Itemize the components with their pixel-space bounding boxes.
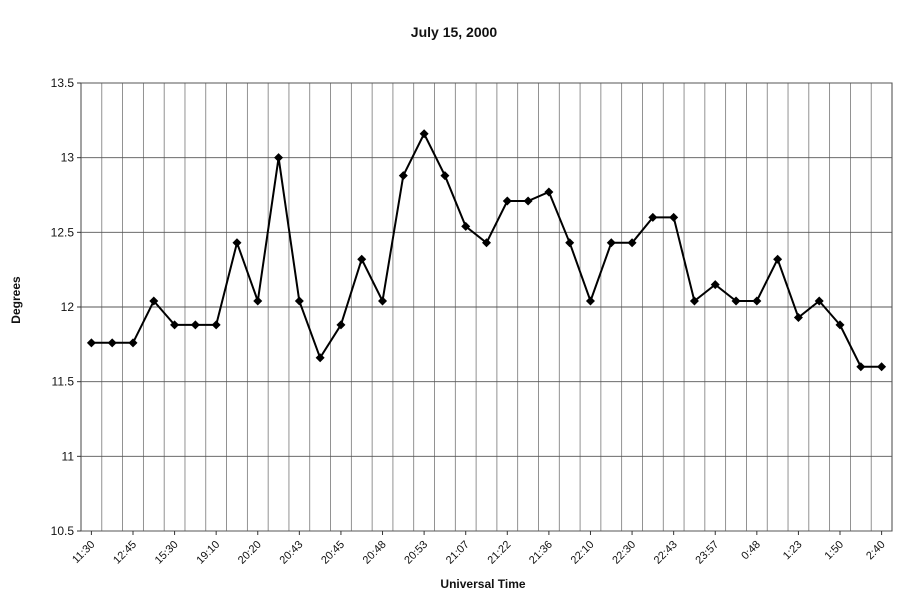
y-tick-label: 11 [62,449,75,463]
x-tick-label: 15:30 [153,539,181,567]
x-tick-label: 19:10 [194,539,222,567]
data-point [107,338,117,348]
x-axis-label: Universal Time [440,577,526,591]
data-point [294,296,304,306]
data-point [835,320,845,330]
data-point [669,212,679,222]
x-tick-label: 21:22 [485,539,513,567]
data-point [710,280,720,290]
data-point [149,296,159,306]
x-tick-label: 2:40 [864,539,888,563]
data-point [502,196,512,206]
x-tick-label: 23:57 [693,539,721,567]
x-tick-label: 11:30 [70,539,97,566]
data-point [523,196,533,206]
data-point [773,254,783,264]
data-point [211,320,221,330]
data-point [856,362,866,372]
data-point [86,338,96,348]
y-tick-label: 10.5 [51,524,75,538]
x-tick-label: 20:20 [236,539,264,567]
x-tick-label: 20:45 [319,539,347,567]
data-point [315,353,325,363]
data-point [585,296,595,306]
data-point [793,312,803,322]
data-point [128,338,138,348]
x-tick-label: 1:23 [781,539,805,563]
data-point [648,212,658,222]
data-point [461,221,471,231]
x-tick-label: 22:43 [652,539,680,567]
data-point [544,187,554,197]
data-point [274,153,284,163]
data-point [170,320,180,330]
data-point [440,171,450,181]
data-point [357,254,367,264]
data-point [482,238,491,248]
data-point [689,296,699,306]
data-point [606,238,616,248]
x-tick-label: 20:43 [278,539,306,567]
data-point [419,129,429,139]
x-tick-label: 21:07 [444,539,472,567]
x-tick-label: 20:53 [402,539,430,567]
data-point [190,320,200,330]
y-tick-label: 13 [61,151,75,165]
x-tick-label: 12:45 [111,539,139,567]
data-point [398,171,408,181]
y-tick-label: 13.5 [51,76,75,90]
y-tick-label: 11.5 [52,375,75,389]
data-point [253,296,263,306]
data-point [752,296,762,306]
y-tick-label: 12.5 [51,225,75,239]
chart-title: July 15, 2000 [410,24,498,40]
x-tick-label: 1:50 [823,539,847,563]
data-point [627,238,637,248]
y-tick-label: 12 [61,300,75,314]
x-tick-label: 22:10 [569,539,597,567]
data-point [814,296,824,306]
x-tick-label: 20:48 [361,539,389,567]
data-point [877,362,887,372]
data-point [731,296,741,306]
x-tick-label: 21:36 [527,539,555,567]
x-tick-label: 0:48 [739,539,763,563]
data-point [378,296,388,306]
data-point [565,238,575,248]
x-tick-label: 22:30 [610,539,638,567]
data-point [232,238,242,248]
data-point [336,320,346,330]
